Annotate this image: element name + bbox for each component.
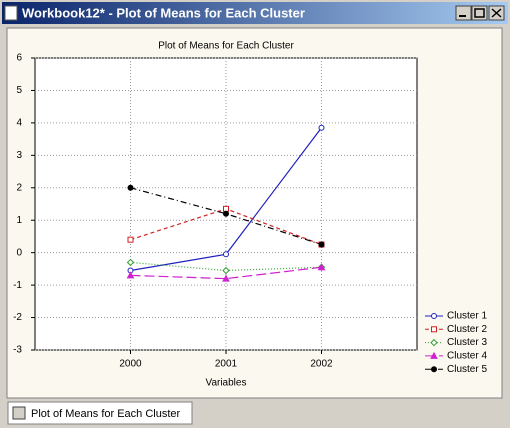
title-bar	[2, 2, 508, 24]
y-tick-label: 0	[16, 247, 22, 258]
y-tick-label: -2	[13, 312, 22, 323]
x-axis-label: Variables	[206, 378, 247, 389]
legend-marker	[431, 313, 437, 319]
y-tick-label: 4	[16, 118, 22, 129]
app-icon	[4, 5, 18, 21]
x-tick-label: 2002	[310, 359, 333, 370]
plot-area	[34, 57, 418, 351]
data-point	[126, 271, 135, 279]
y-tick-label: 1	[16, 215, 22, 226]
y-tick-label: 3	[16, 150, 22, 161]
window-buttons	[455, 5, 505, 21]
legend-label: Cluster 4	[447, 351, 487, 362]
data-point	[318, 124, 325, 131]
legend-label: Cluster 3	[447, 337, 487, 348]
y-tick-label: -1	[13, 280, 22, 291]
y-tick-label: 5	[16, 85, 22, 96]
data-point	[126, 258, 135, 267]
legend-label: Cluster 2	[447, 324, 487, 335]
y-tick-label: -3	[13, 345, 22, 356]
data-point	[127, 184, 134, 191]
window-title: Workbook12* - Plot of Means for Each Clu…	[22, 5, 305, 20]
legend-label: Cluster 1	[447, 311, 487, 322]
legend-label: Cluster 5	[447, 364, 487, 375]
series-line	[130, 266, 322, 280]
data-point	[223, 251, 229, 258]
x-tick-label: 2001	[215, 359, 238, 370]
data-point	[317, 263, 326, 271]
maximize-icon	[474, 8, 485, 18]
x-tick-label: 2000	[119, 359, 142, 370]
legend-marker	[431, 326, 437, 333]
data-point	[223, 205, 229, 212]
legend-marker	[431, 366, 437, 373]
chart-title: Plot of Means for Each Cluster	[158, 41, 294, 52]
legend-marker	[430, 351, 438, 359]
data-point	[318, 241, 325, 248]
sheet-tab[interactable]	[7, 401, 193, 425]
data-point	[127, 236, 134, 243]
close-icon	[491, 8, 502, 18]
tab-icon	[12, 406, 26, 420]
minimize-button[interactable]	[455, 5, 472, 21]
series-line	[130, 261, 322, 272]
legend-marker	[430, 338, 438, 347]
series-line	[130, 187, 322, 246]
tab-label: Plot of Means for Each Cluster	[31, 408, 181, 420]
y-tick-label: 2	[16, 182, 22, 193]
data-point	[222, 274, 230, 282]
chart: -3 -2 -1 0 1 2 3 4 5 6 2000 2001 2002 Cluster 1 Cluste…	[13, 53, 487, 375]
data-point	[222, 266, 230, 275]
data-point	[223, 210, 229, 217]
y-tick-label: 6	[16, 53, 22, 64]
